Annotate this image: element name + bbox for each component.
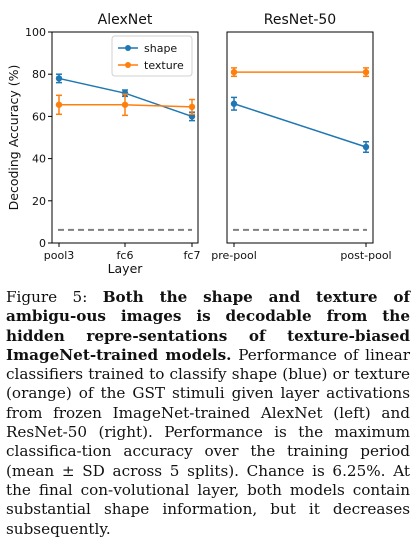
resnet-title: ResNet-50 xyxy=(264,12,336,28)
alexnet-xtick-label: pool3 xyxy=(44,249,75,262)
resnet-texture-point xyxy=(362,68,370,76)
alexnet-y-axis-label: Decoding Accuracy (%) xyxy=(6,65,21,211)
alexnet-ytick-label: 20 xyxy=(32,195,46,208)
resnet-plot-frame xyxy=(226,31,374,244)
alexnet-texture-point xyxy=(55,101,63,108)
alexnet-xtick-label: fc7 xyxy=(184,249,201,262)
alexnet-ytick-label: 100 xyxy=(25,26,46,39)
resnet-shape-line xyxy=(233,103,367,148)
alexnet-texture-point xyxy=(121,101,129,108)
resnet-xtick-label: post-pool xyxy=(340,249,391,262)
resnet-shape-point xyxy=(362,143,370,151)
legend-texture-label: texture xyxy=(144,59,184,72)
alexnet-ytick-label: 80 xyxy=(32,68,46,81)
alexnet-x-axis-label: Layer xyxy=(108,261,144,276)
caption-bold-text: Both the shape and texture of ambigu-ous… xyxy=(6,288,410,364)
caption-label: Figure 5: xyxy=(6,288,103,306)
resnet-xtick-label: pre-pool xyxy=(211,249,257,262)
chart-area: AlexNet 0 20 40 60 80 100 Decoding Accuracy (%)… xyxy=(6,12,392,276)
caption-body-text: Performance of linear classifiers traine… xyxy=(6,345,410,538)
legend-texture-marker xyxy=(125,62,131,68)
legend-shape-label: shape xyxy=(144,42,177,55)
legend-shape-marker xyxy=(125,45,131,51)
alexnet-shape-point xyxy=(55,75,63,82)
resnet-shape-point xyxy=(230,100,238,107)
alexnet-title: AlexNet xyxy=(98,12,153,28)
alexnet-ytick-label: 0 xyxy=(39,237,46,250)
alexnet-ytick-label: 60 xyxy=(32,110,46,123)
alexnet-ytick-label: 40 xyxy=(32,153,46,166)
alexnet-texture-point xyxy=(188,103,196,111)
resnet-texture-point xyxy=(230,68,238,76)
legend-box xyxy=(111,35,193,77)
figure-caption: Figure 5: Both the shape and texture of … xyxy=(6,288,410,539)
alexnet-xtick-label: fc6 xyxy=(117,249,134,262)
